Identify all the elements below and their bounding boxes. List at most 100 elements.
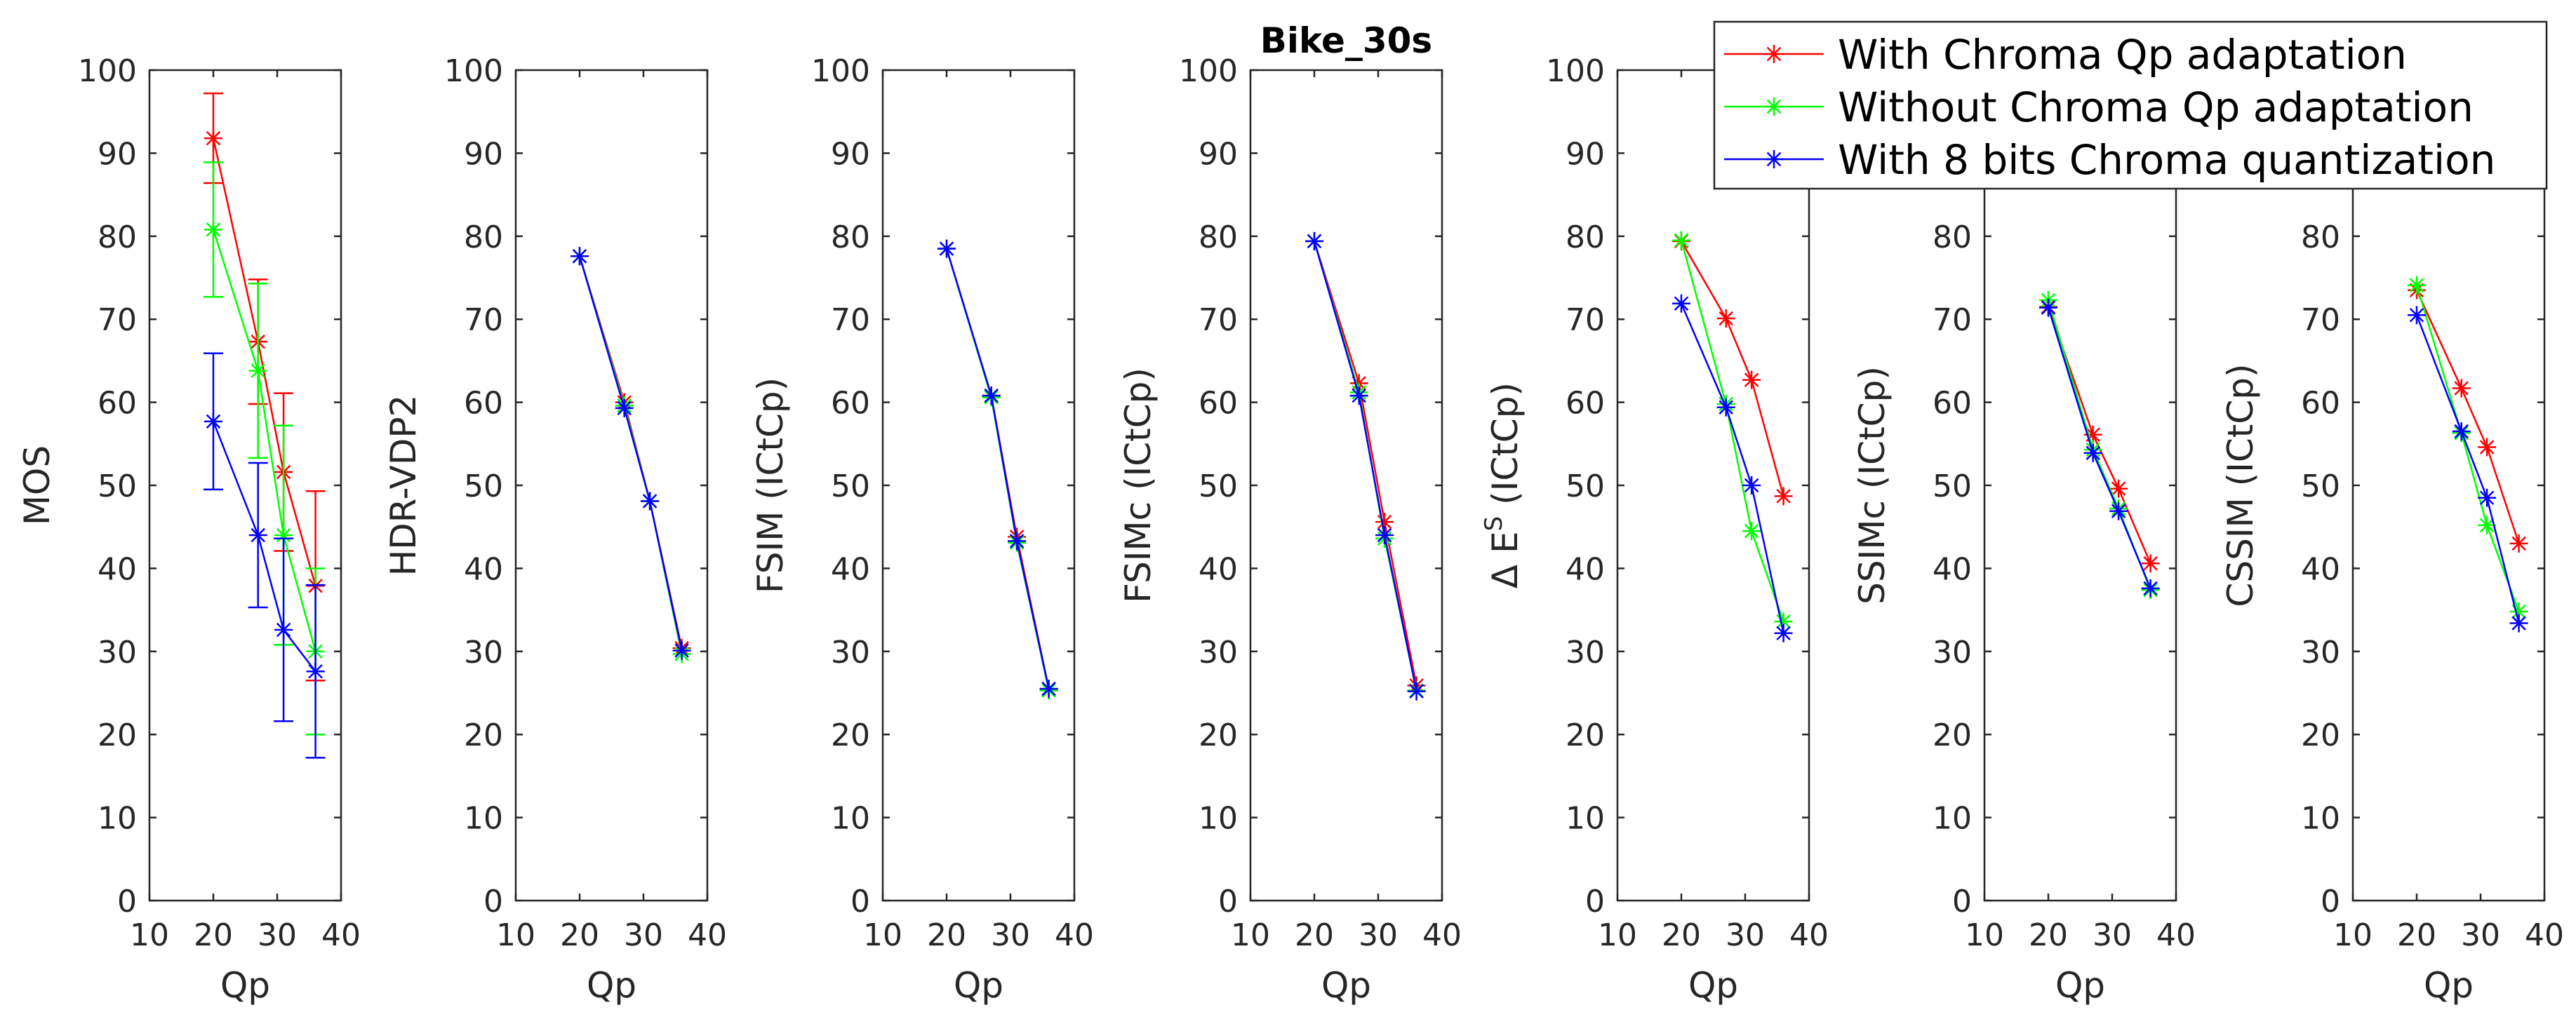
axes-frame (2351, 69, 2546, 902)
data-point-with (2478, 438, 2497, 457)
axes-frame (1983, 69, 2177, 902)
y-axis-label-suffix: (ICtCp) (1485, 382, 1526, 516)
ytick-label: 30 (831, 635, 870, 671)
xtick-label: 20 (560, 917, 599, 953)
xtick-label: 10 (1965, 917, 2004, 953)
series-line-without (2415, 285, 2520, 612)
xtick-label: 40 (1422, 917, 1462, 953)
data-point-bits8 (937, 239, 956, 258)
ytick-label: 10 (2301, 801, 2340, 837)
ytick-label: 80 (1566, 220, 1605, 255)
ytick-label: 60 (1199, 386, 1238, 422)
ytick-label: 10 (1933, 801, 1972, 837)
data-point-bits8 (2039, 298, 2057, 317)
ytick-label: 30 (2301, 635, 2340, 671)
series-line-bits8 (2047, 307, 2151, 589)
ytick-label: 0 (1585, 884, 1605, 920)
data-point-without (274, 526, 293, 545)
ytick-label: 90 (464, 136, 503, 172)
data-point-with (2141, 554, 2160, 573)
ytick-label: 20 (831, 718, 870, 753)
ytick-label: 30 (464, 635, 503, 671)
ytick-label: 70 (1199, 302, 1238, 338)
xtick-label: 10 (496, 917, 535, 953)
data-point-bits8 (570, 247, 589, 266)
ytick-label: 30 (98, 635, 137, 671)
ytick-label: 0 (1218, 884, 1238, 920)
ytick-label: 10 (464, 801, 503, 837)
y-axis-label: SSIMc (ICtCp) (1852, 366, 1893, 605)
data-point-without (204, 220, 222, 239)
x-axis-label: Qp (1321, 965, 1371, 1006)
axes-frame (1616, 69, 1810, 902)
y-axis-label-text: FSIMc (ICtCp) (1118, 368, 1159, 603)
series-line-with (1313, 241, 1417, 686)
xtick-label: 20 (2397, 917, 2436, 953)
data-point-bits8 (1407, 682, 1426, 701)
data-point-bits8 (2452, 422, 2471, 441)
xtick-label: 20 (1295, 917, 1334, 953)
x-axis-label: Qp (1688, 965, 1738, 1006)
xtick-label: 40 (2156, 917, 2196, 953)
ytick-label: 40 (98, 551, 137, 587)
ytick-label: 20 (1199, 718, 1238, 753)
data-point-bits8 (1305, 231, 1323, 250)
data-point-bits8 (1008, 532, 1027, 551)
ytick-label: 60 (2301, 386, 2340, 422)
ytick-label: 60 (98, 386, 137, 422)
xtick-label: 10 (2333, 917, 2373, 953)
ytick-label: 20 (2301, 718, 2340, 753)
ytick-label: 90 (1199, 136, 1238, 172)
ytick-label: 100 (1179, 53, 1238, 89)
y-axis-label-superscript: S (1480, 516, 1508, 532)
y-axis-label: MOS (17, 445, 58, 525)
series-line-without (212, 229, 316, 652)
y-axis-label-text: SSIMc (ICtCp) (1852, 366, 1893, 605)
data-point-bits8 (1349, 386, 1368, 405)
axes-frame (1249, 69, 1443, 902)
data-point-bits8 (982, 386, 1001, 405)
ytick-label: 0 (850, 884, 870, 920)
ytick-label: 10 (831, 801, 870, 837)
ytick-label: 80 (464, 220, 503, 255)
xtick-label: 40 (321, 917, 361, 953)
ytick-label: 20 (464, 718, 503, 753)
ytick-label: 100 (444, 53, 503, 89)
ytick-label: 90 (98, 136, 137, 172)
series-line-without (1680, 240, 1784, 622)
data-point-without (248, 361, 267, 380)
ytick-label: 50 (98, 469, 137, 504)
panel-7: 010203040506070809010010203040QpCSSIM (I… (2220, 53, 2564, 1006)
legend-marker-bits8 (1765, 150, 1783, 168)
y-axis-label: FSIM (ICtCp) (750, 377, 791, 593)
ytick-label: 0 (2321, 884, 2340, 920)
axes-frame (514, 69, 709, 902)
ytick-label: 80 (831, 220, 870, 255)
data-point-bits8 (204, 412, 222, 431)
series-line-bits8 (1680, 303, 1784, 634)
y-axis-label-text: FSIM (ICtCp) (750, 377, 791, 593)
axes-frame (881, 69, 1076, 902)
data-point-with (2509, 534, 2528, 553)
xtick-label: 30 (991, 917, 1030, 953)
ytick-label: 70 (1566, 302, 1605, 338)
series-line-with (2415, 290, 2520, 544)
y-axis-label: Δ ES (ICtCp) (1480, 382, 1526, 588)
data-point-bits8 (1742, 476, 1761, 494)
ytick-label: 30 (1566, 635, 1605, 671)
xtick-label: 20 (194, 917, 233, 953)
x-axis-label: Qp (954, 965, 1003, 1006)
xtick-label: 10 (1231, 917, 1270, 953)
ytick-label: 40 (464, 551, 503, 587)
ytick-label: 80 (1933, 220, 1972, 255)
ytick-label: 100 (78, 53, 137, 89)
data-point-with (1742, 370, 1761, 389)
data-point-bits8 (1672, 294, 1690, 313)
x-axis-label: Qp (220, 965, 270, 1006)
y-axis-label: HDR-VDP2 (383, 395, 424, 577)
data-point-bits8 (2408, 306, 2426, 325)
legend-label-without: Without Chroma Qp adaptation (1838, 83, 2474, 131)
